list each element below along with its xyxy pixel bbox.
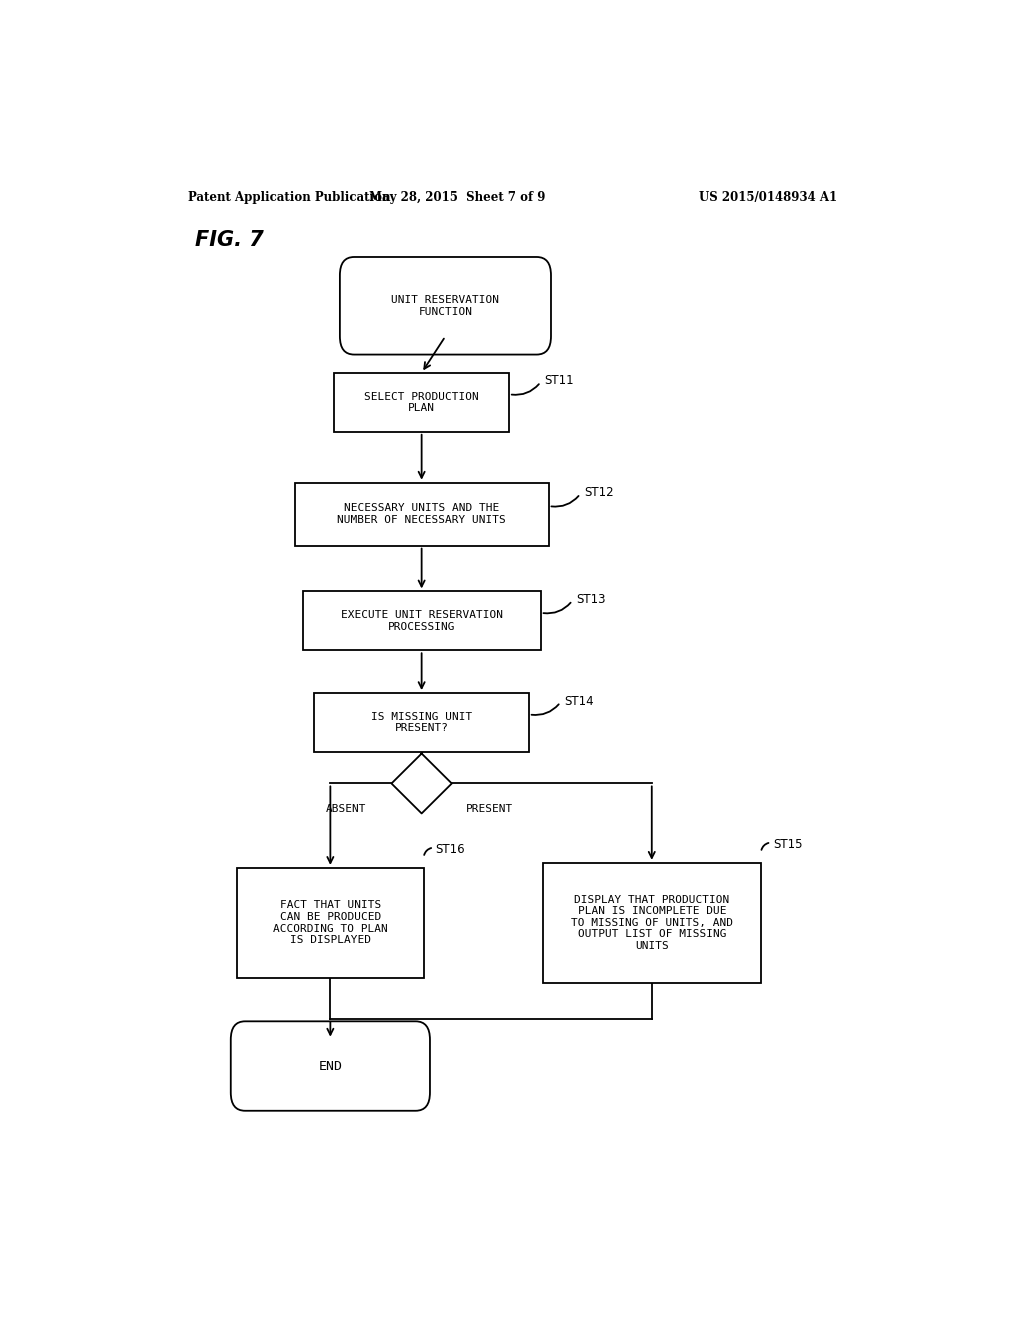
Polygon shape bbox=[391, 754, 452, 813]
Text: ST11: ST11 bbox=[545, 375, 574, 388]
Text: FACT THAT UNITS
CAN BE PRODUCED
ACCORDING TO PLAN
IS DISPLAYED: FACT THAT UNITS CAN BE PRODUCED ACCORDIN… bbox=[273, 900, 388, 945]
FancyBboxPatch shape bbox=[340, 257, 551, 355]
Text: ST14: ST14 bbox=[564, 694, 594, 708]
Text: EXECUTE UNIT RESERVATION
PROCESSING: EXECUTE UNIT RESERVATION PROCESSING bbox=[341, 610, 503, 632]
Bar bbox=[295, 483, 549, 545]
Text: ABSENT: ABSENT bbox=[326, 804, 367, 814]
Text: SELECT PRODUCTION
PLAN: SELECT PRODUCTION PLAN bbox=[365, 392, 479, 413]
Text: ST16: ST16 bbox=[435, 843, 465, 857]
Bar bbox=[543, 863, 761, 982]
Text: ST13: ST13 bbox=[577, 593, 606, 606]
Text: Patent Application Publication: Patent Application Publication bbox=[187, 190, 390, 203]
Text: UNIT RESERVATION
FUNCTION: UNIT RESERVATION FUNCTION bbox=[391, 294, 500, 317]
Bar bbox=[303, 591, 541, 651]
Text: ST12: ST12 bbox=[585, 486, 614, 499]
Text: US 2015/0148934 A1: US 2015/0148934 A1 bbox=[699, 190, 838, 203]
Text: DISPLAY THAT PRODUCTION
PLAN IS INCOMPLETE DUE
TO MISSING OF UNITS, AND
OUTPUT L: DISPLAY THAT PRODUCTION PLAN IS INCOMPLE… bbox=[570, 895, 733, 950]
Text: PRESENT: PRESENT bbox=[466, 804, 513, 814]
Bar bbox=[314, 693, 528, 752]
Bar bbox=[238, 867, 424, 978]
Text: END: END bbox=[318, 1060, 342, 1073]
Text: May 28, 2015  Sheet 7 of 9: May 28, 2015 Sheet 7 of 9 bbox=[370, 190, 546, 203]
Text: FIG. 7: FIG. 7 bbox=[196, 230, 264, 249]
Bar bbox=[334, 372, 509, 432]
Text: IS MISSING UNIT
PRESENT?: IS MISSING UNIT PRESENT? bbox=[371, 711, 472, 734]
Text: NECESSARY UNITS AND THE
NUMBER OF NECESSARY UNITS: NECESSARY UNITS AND THE NUMBER OF NECESS… bbox=[337, 503, 506, 525]
FancyBboxPatch shape bbox=[230, 1022, 430, 1110]
Text: ST15: ST15 bbox=[773, 838, 802, 851]
